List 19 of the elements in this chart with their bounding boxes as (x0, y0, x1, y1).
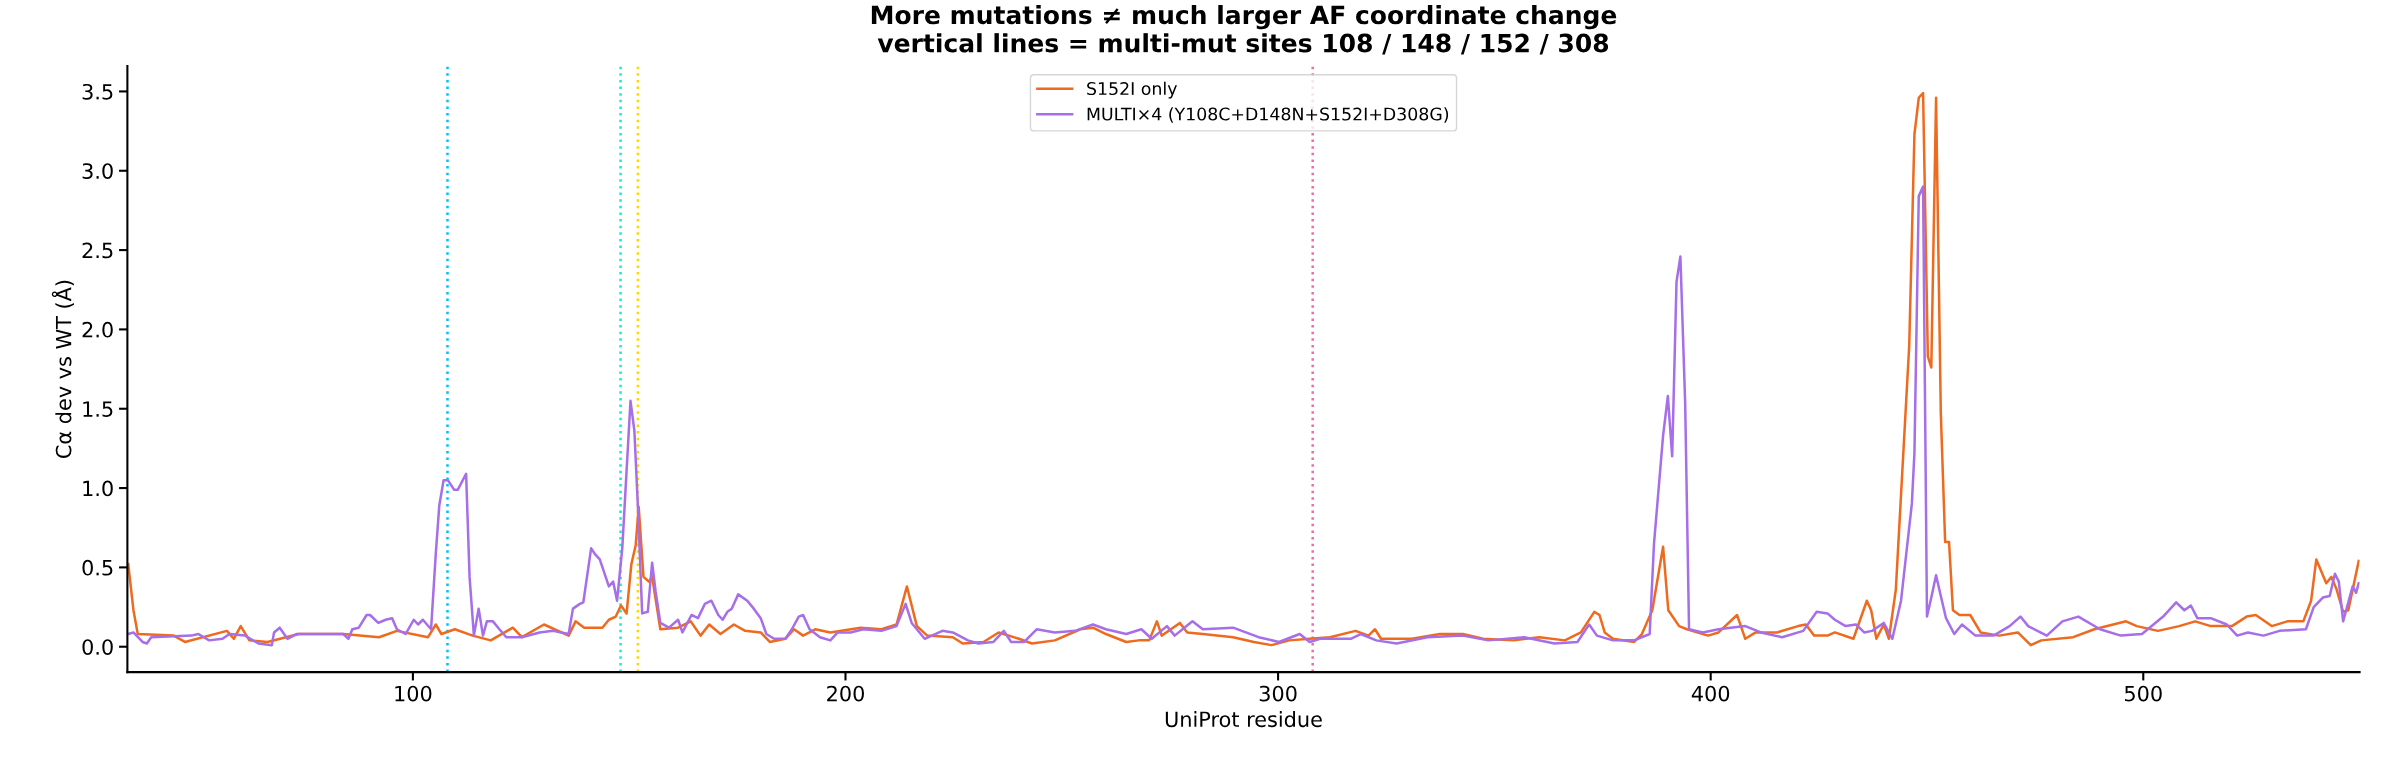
y-tick-label: 2.0 (82, 321, 113, 338)
chart-title: More mutations ≠ much larger AF coordinate change vertical lines = multi-mut sites 108 / 148 / 152 / 308 (871, 4, 1617, 55)
x-tick-label: 100 (395, 685, 432, 702)
y-tick-label: 1.5 (83, 401, 113, 417)
y-tick-label: 0.5 (82, 559, 113, 576)
y-tick-label: 2.5 (82, 242, 113, 259)
x-tick-label: 500 (2125, 685, 2162, 702)
legend-label: S152I only (1087, 81, 1177, 99)
y-tick-label: 1.0 (83, 480, 113, 497)
y-axis-title: Cα dev vs WT (Å) (51, 280, 74, 458)
legend-label: MULTI×4 (Y108C+D148N+S152I+D308G) (1087, 107, 1449, 123)
y-tick-label: 0.0 (82, 639, 113, 655)
y-tick-label: 3.0 (82, 163, 113, 179)
x-tick-label: 400 (1691, 685, 1730, 702)
x-tick-label: 200 (827, 685, 864, 702)
x-axis-title: UniProt residue (1165, 711, 1322, 728)
line-series (127, 185, 2360, 647)
x-tick-label: 300 (1259, 685, 1297, 702)
y-tick-label: 3.5 (82, 83, 113, 100)
